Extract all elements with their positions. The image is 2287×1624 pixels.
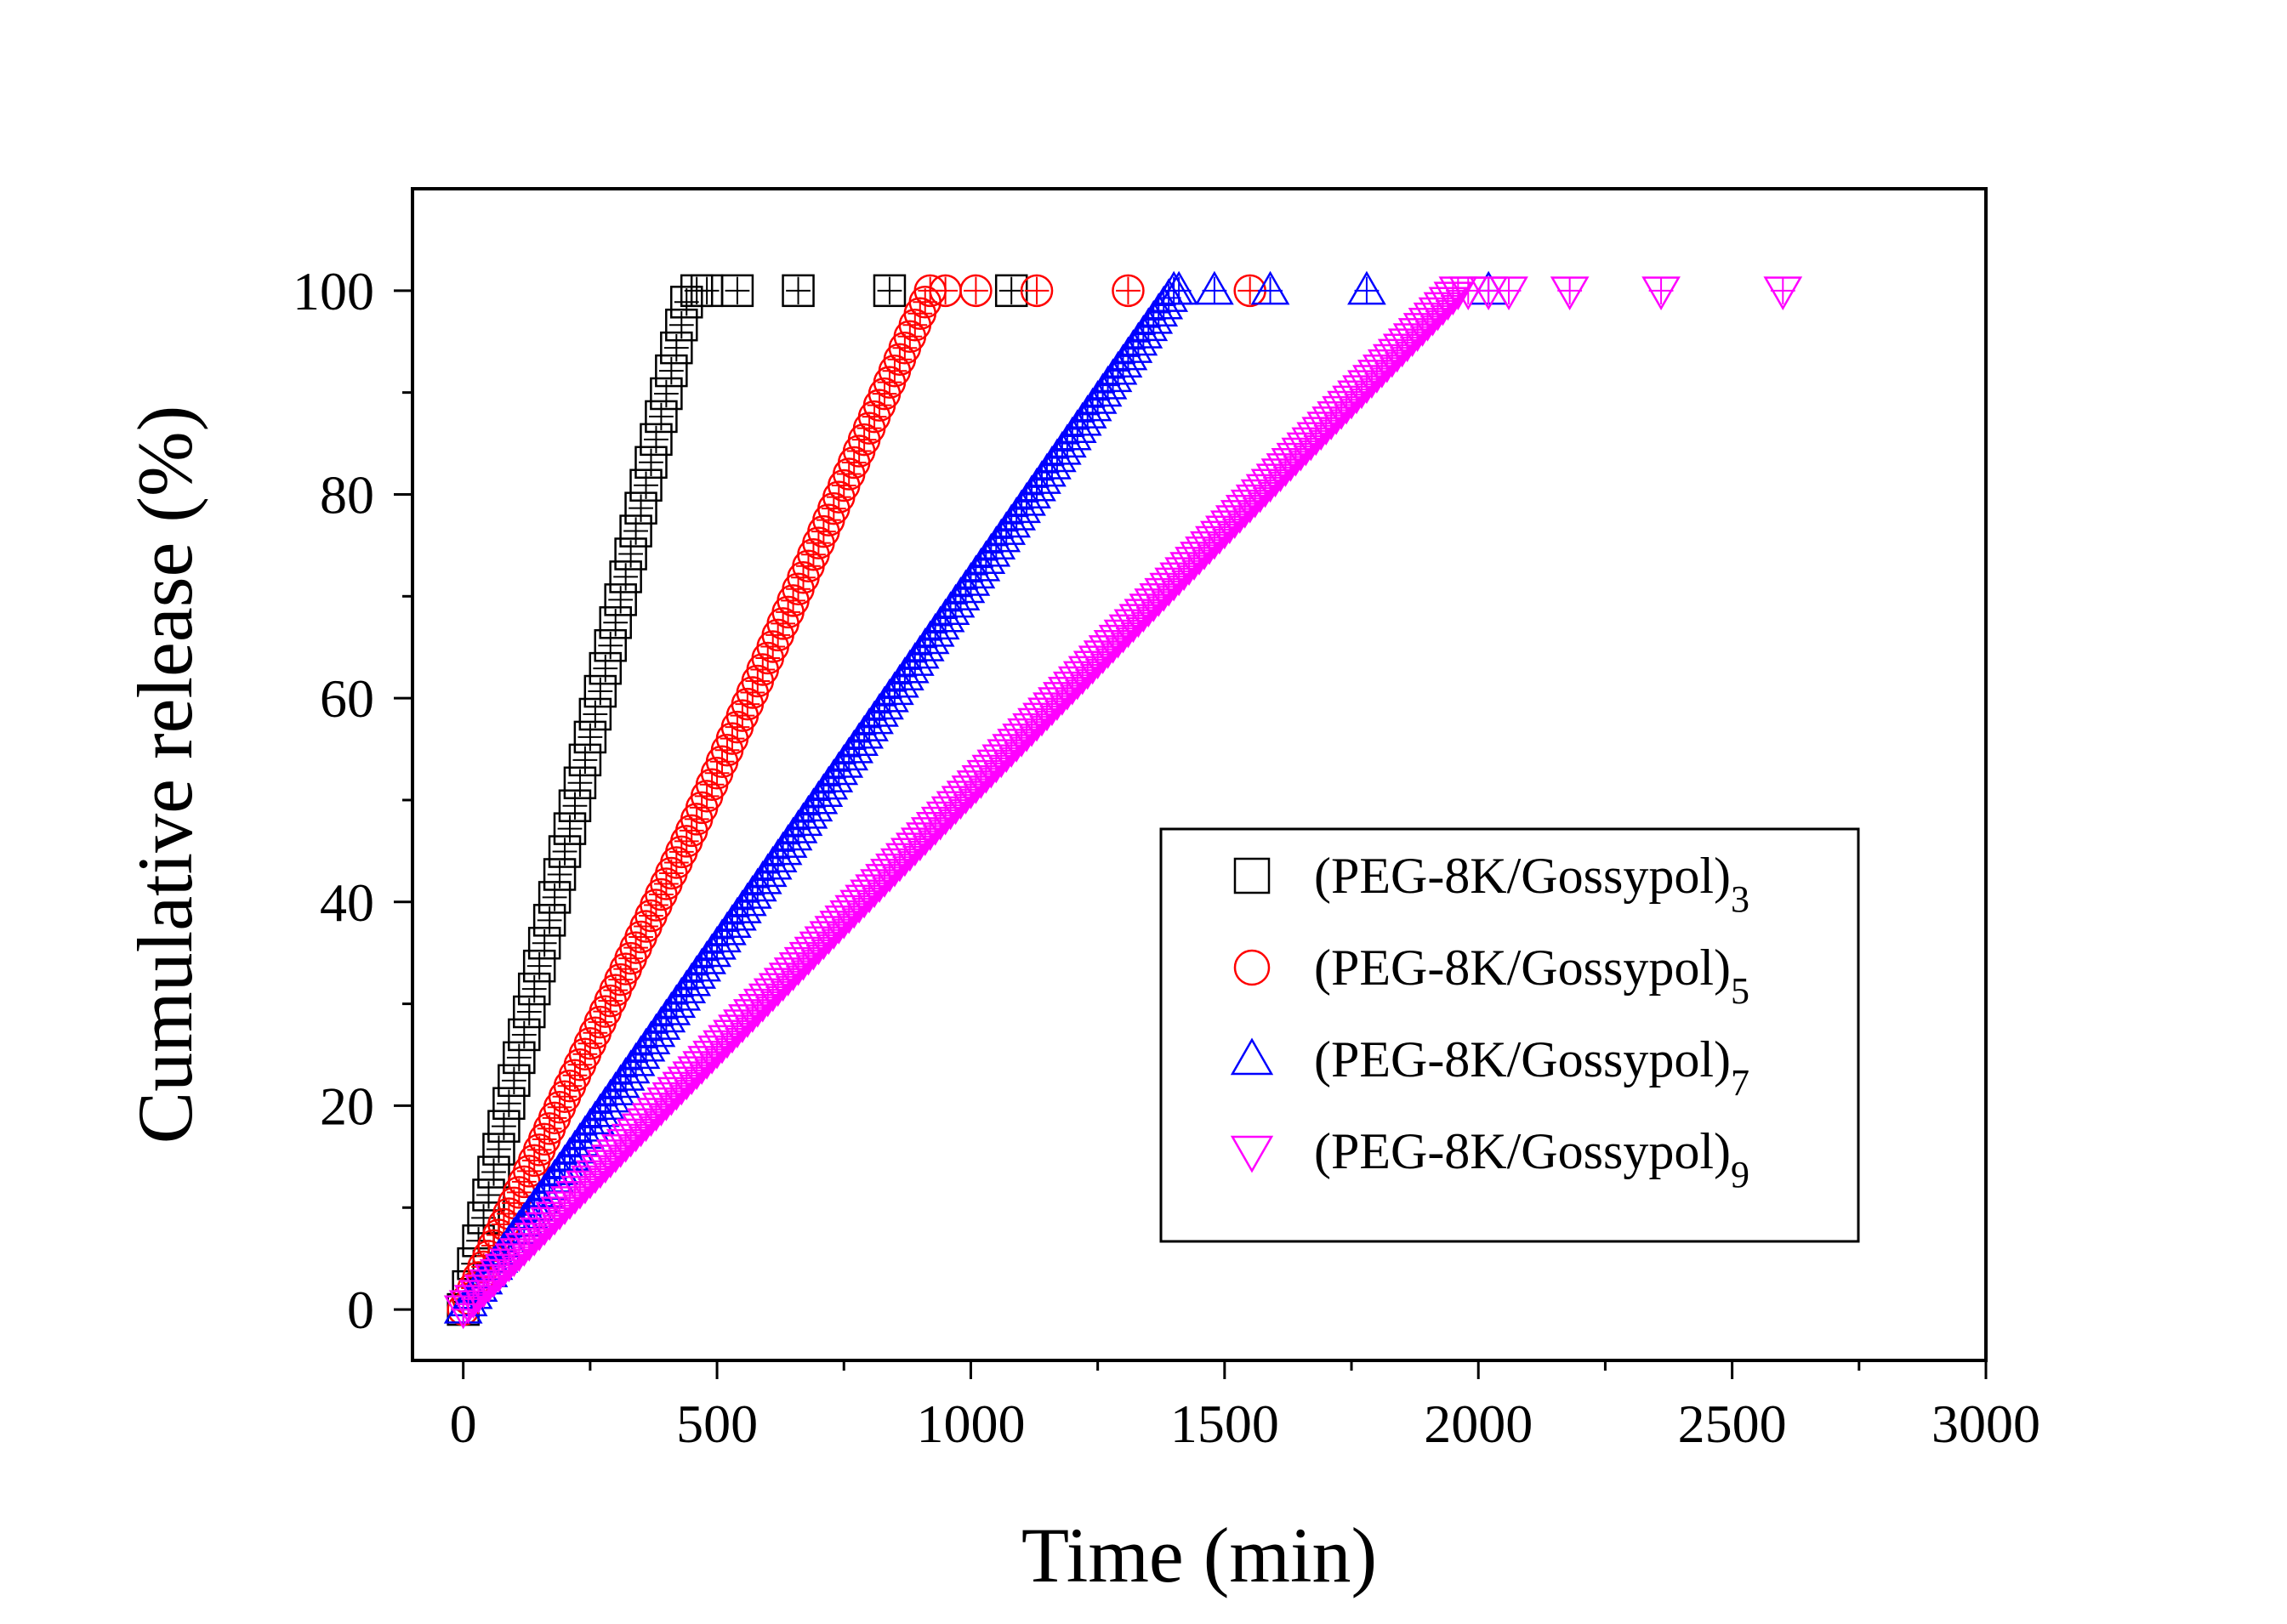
legend-subscript: 3 — [1731, 878, 1749, 920]
y-tick-label: 20 — [320, 1076, 374, 1136]
data-point — [477, 1156, 510, 1189]
data-point — [599, 606, 632, 639]
data-point — [782, 274, 815, 308]
y-axis-title: Cumulative release (%) — [122, 406, 208, 1144]
data-point — [665, 308, 698, 342]
data-point — [645, 400, 678, 434]
data-point — [614, 537, 647, 571]
data-point — [563, 766, 597, 800]
data-point — [543, 858, 577, 891]
data-point — [498, 1064, 531, 1098]
data-point — [568, 743, 602, 777]
data-point — [482, 1133, 515, 1166]
data-point — [959, 274, 993, 308]
data-point — [492, 1087, 526, 1120]
legend-marker — [1230, 1037, 1274, 1076]
data-point — [573, 720, 607, 754]
data-point — [508, 1018, 541, 1052]
x-tick-label: 1500 — [1170, 1394, 1279, 1454]
data-point — [634, 446, 668, 480]
legend: (PEG-8K/Gossypol)3(PEG-8K/Gossypol)5(PEG… — [1159, 827, 1860, 1243]
x-tick-label: 2500 — [1678, 1394, 1787, 1454]
legend-subscript: 7 — [1731, 1062, 1749, 1104]
legend-subscript: 5 — [1731, 970, 1749, 1012]
data-point — [513, 995, 546, 1029]
legend-subscript: 9 — [1731, 1154, 1749, 1195]
series-square — [447, 274, 1028, 1326]
x-tick-label: 0 — [450, 1394, 477, 1454]
y-tick-label: 0 — [347, 1280, 374, 1340]
data-point — [594, 628, 627, 662]
data-point — [720, 274, 754, 308]
data-point — [629, 468, 663, 502]
data-point — [873, 274, 907, 308]
data-point — [532, 904, 566, 937]
x-tick-label: 3000 — [1931, 1394, 2040, 1454]
legend-marker — [1230, 1135, 1274, 1173]
data-point — [1112, 274, 1145, 308]
data-point — [522, 949, 556, 983]
y-tick-label: 40 — [320, 872, 374, 933]
data-point — [1020, 274, 1054, 308]
y-tick-label: 80 — [320, 464, 374, 525]
data-point — [640, 423, 673, 457]
x-tick-label: 1000 — [916, 1394, 1025, 1454]
series-triangle-down — [443, 276, 1803, 1330]
y-tick-label: 100 — [293, 261, 374, 321]
axis-ticks: 0 500 1000 1500 2000 2500 3000 0 20 40 60 80 100 — [293, 261, 2040, 1454]
data-point — [548, 835, 582, 868]
data-point — [650, 377, 683, 411]
data-point — [558, 789, 592, 822]
data-point — [538, 881, 572, 914]
x-tick-label: 2000 — [1424, 1394, 1533, 1454]
data-point — [503, 1041, 536, 1075]
data-point — [487, 1110, 521, 1143]
data-point — [660, 331, 693, 365]
y-tick-label: 60 — [320, 668, 374, 729]
data-point — [604, 583, 637, 616]
data-point — [589, 651, 623, 685]
x-axis-title: Time (min) — [1021, 1512, 1377, 1598]
data-point — [670, 286, 703, 319]
data-point — [553, 812, 587, 845]
data-point — [527, 927, 561, 960]
data-point — [655, 354, 688, 388]
legend-marker — [1233, 857, 1271, 894]
data-point — [609, 560, 642, 593]
legend-box — [1159, 827, 1860, 1243]
data-point — [583, 674, 617, 708]
series-layer — [443, 270, 1803, 1330]
data-point — [517, 972, 551, 1006]
x-tick-label: 500 — [676, 1394, 758, 1454]
legend-marker — [1233, 949, 1271, 986]
plot-frame — [411, 187, 1988, 1362]
data-point — [578, 697, 612, 731]
data-point — [624, 491, 657, 525]
data-point — [619, 514, 652, 548]
